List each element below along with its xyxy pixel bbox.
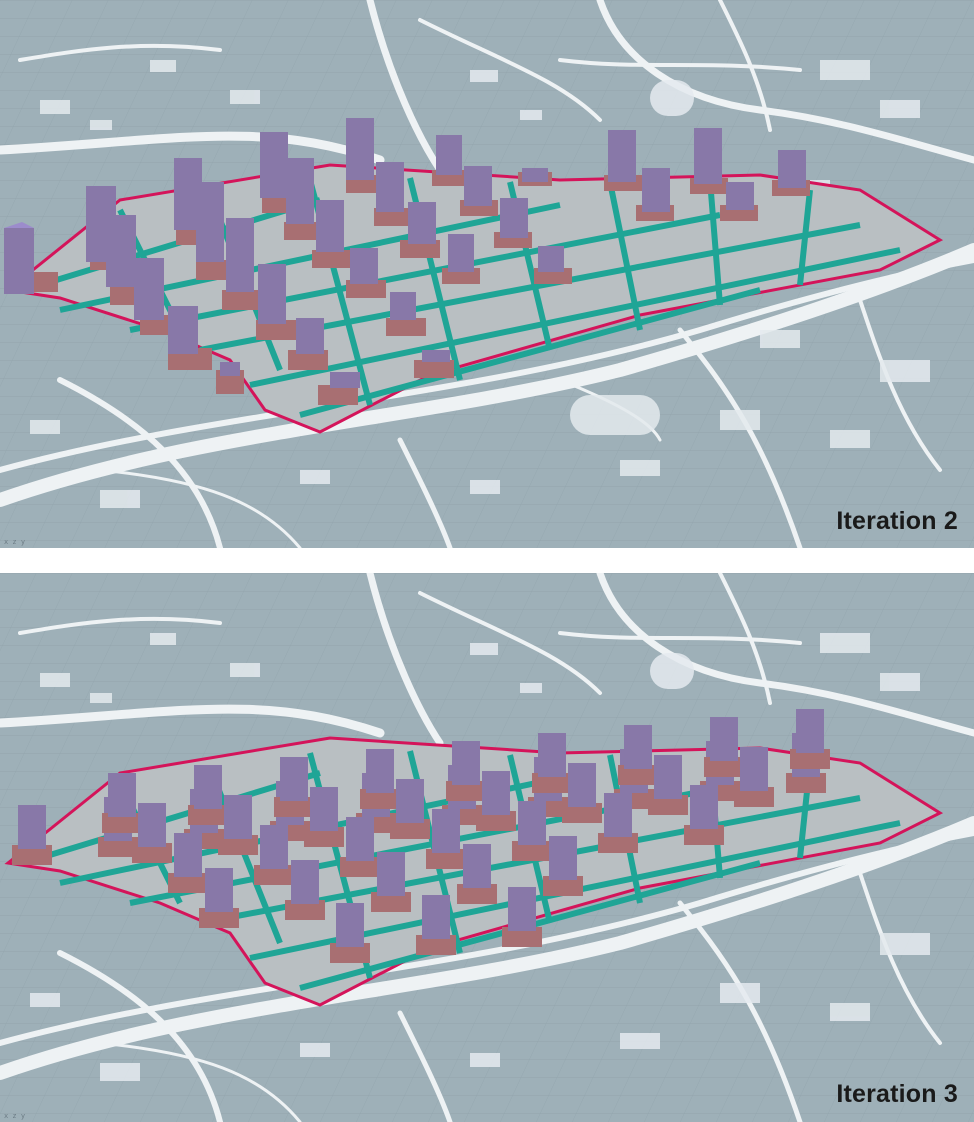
iteration-label: Iteration 3: [836, 1080, 958, 1108]
3d-viewport-iteration-3: [0, 573, 974, 1122]
tower: [318, 372, 360, 405]
tower: [256, 264, 296, 340]
tower: [199, 868, 239, 928]
tower: [414, 350, 454, 378]
tower: [704, 717, 744, 777]
tower: [416, 895, 456, 955]
tower: [534, 246, 572, 284]
tower: [562, 763, 602, 823]
tower: [12, 805, 52, 865]
panel-divider: [0, 548, 974, 573]
tower: [598, 793, 638, 853]
tower: [446, 741, 486, 801]
tower: [102, 773, 142, 833]
tower: [400, 202, 440, 258]
tower: [636, 168, 674, 221]
tower: [648, 755, 688, 815]
tower: [284, 158, 324, 240]
tower: [512, 801, 552, 861]
tower: [374, 162, 414, 226]
tower: [494, 198, 532, 248]
tower: [168, 833, 208, 893]
iteration-label: Iteration 2: [836, 507, 958, 535]
tower: [720, 182, 758, 221]
towers-iteration-2: [4, 118, 810, 405]
tower: [518, 168, 552, 186]
context-buildings: [30, 633, 930, 1081]
axis-gizmo: x z y: [4, 538, 26, 546]
tower: [4, 222, 58, 294]
tower: [734, 747, 774, 807]
tower: [618, 725, 658, 785]
tower: [216, 362, 244, 394]
viewport-panel-iteration-3: x z y Iteration 3: [0, 573, 974, 1122]
tower: [222, 218, 262, 310]
tower: [312, 200, 352, 268]
viewport-panel-iteration-2: x z y Iteration 2: [0, 0, 974, 548]
tower: [330, 903, 370, 963]
axis-gizmo: x z y: [4, 1112, 26, 1120]
tower: [360, 749, 400, 809]
3d-viewport-iteration-2: [0, 0, 974, 548]
tower: [254, 825, 294, 885]
tower: [460, 166, 498, 216]
tower: [476, 771, 516, 831]
tower: [218, 795, 258, 855]
tower: [188, 765, 228, 825]
tower: [132, 803, 172, 863]
tower: [426, 809, 466, 869]
tower: [790, 709, 830, 769]
tower: [288, 318, 328, 370]
tower: [390, 779, 430, 839]
tower: [346, 248, 386, 298]
tower: [690, 128, 728, 194]
tower: [386, 292, 426, 336]
towers-iteration-3: [12, 709, 830, 963]
tower: [604, 130, 642, 191]
tower: [196, 182, 236, 280]
city-roads: [0, 573, 974, 1122]
tower: [772, 150, 810, 196]
context-buildings: [30, 60, 930, 508]
tower: [274, 757, 314, 817]
tower: [502, 887, 542, 947]
tower: [432, 135, 470, 186]
tower: [371, 852, 411, 912]
tower: [543, 836, 583, 896]
tower: [340, 817, 380, 877]
tower: [457, 844, 497, 904]
tower: [304, 787, 344, 847]
tower: [285, 860, 325, 920]
tower: [168, 306, 212, 370]
tower: [442, 234, 480, 284]
tower: [532, 733, 572, 793]
tower: [684, 785, 724, 845]
